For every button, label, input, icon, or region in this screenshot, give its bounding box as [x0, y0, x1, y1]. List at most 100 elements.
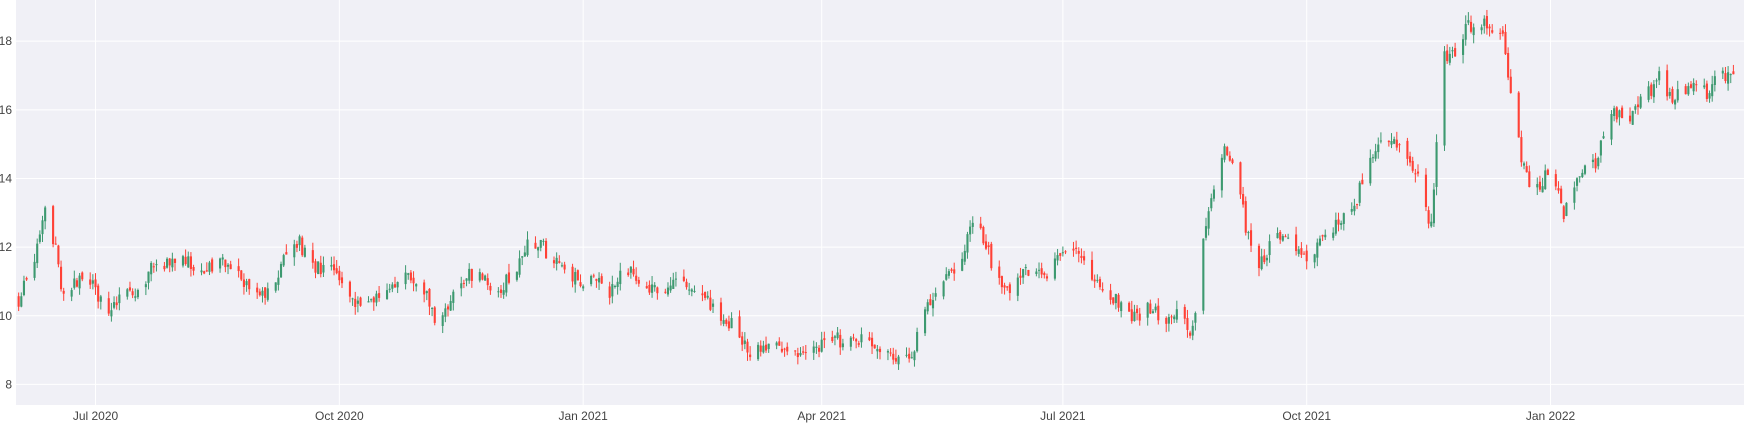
candle: [70, 287, 73, 302]
candle-body: [1191, 325, 1194, 336]
candle: [173, 258, 177, 271]
candle-body: [916, 331, 919, 352]
candle-body: [1454, 48, 1457, 57]
candle-body: [1279, 231, 1282, 240]
candle: [1416, 164, 1420, 177]
candle: [1061, 246, 1064, 257]
candle: [245, 278, 248, 292]
candle-body: [738, 316, 741, 338]
candle: [1045, 273, 1049, 282]
candle-body: [1599, 140, 1602, 156]
candle-body: [868, 337, 871, 341]
candle-body: [592, 275, 595, 277]
candle-body: [1157, 305, 1160, 321]
candle-body: [1056, 255, 1059, 261]
candle-body: [1194, 313, 1197, 323]
candle: [876, 344, 879, 359]
candle: [211, 257, 214, 274]
candle-body: [431, 308, 434, 310]
candle-body: [1284, 236, 1287, 238]
candle-body: [322, 264, 325, 273]
candle-body: [1358, 182, 1361, 203]
candle-body: [1045, 276, 1049, 279]
candle-body: [497, 291, 500, 293]
y-tick-label: 14: [0, 171, 12, 185]
candle-body: [1491, 30, 1494, 33]
candle: [552, 256, 556, 269]
candle: [1239, 161, 1242, 199]
candle-body: [36, 243, 39, 264]
candle-body: [1684, 86, 1687, 95]
candle-body: [1395, 139, 1398, 148]
candle: [189, 252, 192, 277]
candle-body: [780, 348, 783, 352]
candle: [166, 257, 169, 269]
y-tick-label: 18: [0, 34, 12, 48]
candle: [1340, 220, 1343, 230]
candle: [489, 282, 492, 295]
candle: [1072, 241, 1075, 257]
candle-body: [221, 257, 224, 260]
candle: [1432, 183, 1435, 227]
candle: [1276, 227, 1279, 239]
candle: [311, 242, 314, 269]
candle-body: [1689, 84, 1693, 88]
candle-body: [1130, 309, 1133, 322]
y-axis: 8 10 12 14 16 18: [0, 34, 12, 391]
candle: [653, 282, 656, 292]
candle: [99, 294, 102, 310]
candle: [1016, 273, 1019, 302]
candle-body: [1727, 72, 1730, 84]
candle: [757, 342, 760, 361]
candle: [637, 276, 640, 287]
candle-body: [507, 272, 511, 283]
x-tick-label: Apr 2021: [797, 409, 846, 423]
candle-body: [1565, 202, 1568, 216]
candle-body: [730, 318, 733, 329]
candle: [590, 274, 593, 287]
candle-body: [1464, 23, 1467, 40]
candle-body: [1077, 250, 1080, 254]
candle: [1427, 206, 1430, 229]
candle-body: [110, 310, 113, 317]
candle: [314, 258, 317, 279]
candle: [449, 295, 452, 312]
candle: [378, 285, 381, 302]
candle-body: [423, 282, 426, 295]
candle-body: [794, 350, 797, 352]
candle: [987, 241, 990, 255]
candle-body: [1231, 159, 1234, 164]
candle-body: [446, 306, 450, 310]
candle: [1581, 169, 1584, 179]
candle: [1507, 47, 1510, 81]
candle-body: [836, 332, 839, 339]
candle-body: [1342, 213, 1345, 224]
candle-body: [78, 275, 81, 289]
candle: [815, 342, 818, 354]
candle: [1173, 314, 1176, 324]
candle: [629, 266, 632, 279]
candle-body: [1374, 151, 1377, 159]
candle: [319, 255, 322, 278]
candle-body: [629, 266, 632, 273]
candle: [171, 252, 174, 272]
candle: [1027, 269, 1030, 277]
candle: [1575, 177, 1579, 192]
candle-body: [1562, 206, 1565, 219]
candle-body: [555, 257, 558, 264]
candle: [1096, 274, 1099, 283]
candle-body: [802, 351, 805, 353]
candle-body: [706, 295, 709, 298]
candle-body: [727, 321, 730, 329]
candle-body: [1090, 259, 1094, 280]
candle-body: [664, 291, 667, 293]
candle: [592, 273, 595, 278]
candle: [359, 296, 362, 307]
candle-body: [1260, 256, 1263, 270]
candle: [89, 272, 92, 289]
candle: [1138, 307, 1141, 326]
candle-body: [205, 270, 208, 272]
candle-body: [1242, 194, 1245, 205]
candle-body: [635, 275, 638, 281]
candle-body: [1377, 144, 1380, 153]
